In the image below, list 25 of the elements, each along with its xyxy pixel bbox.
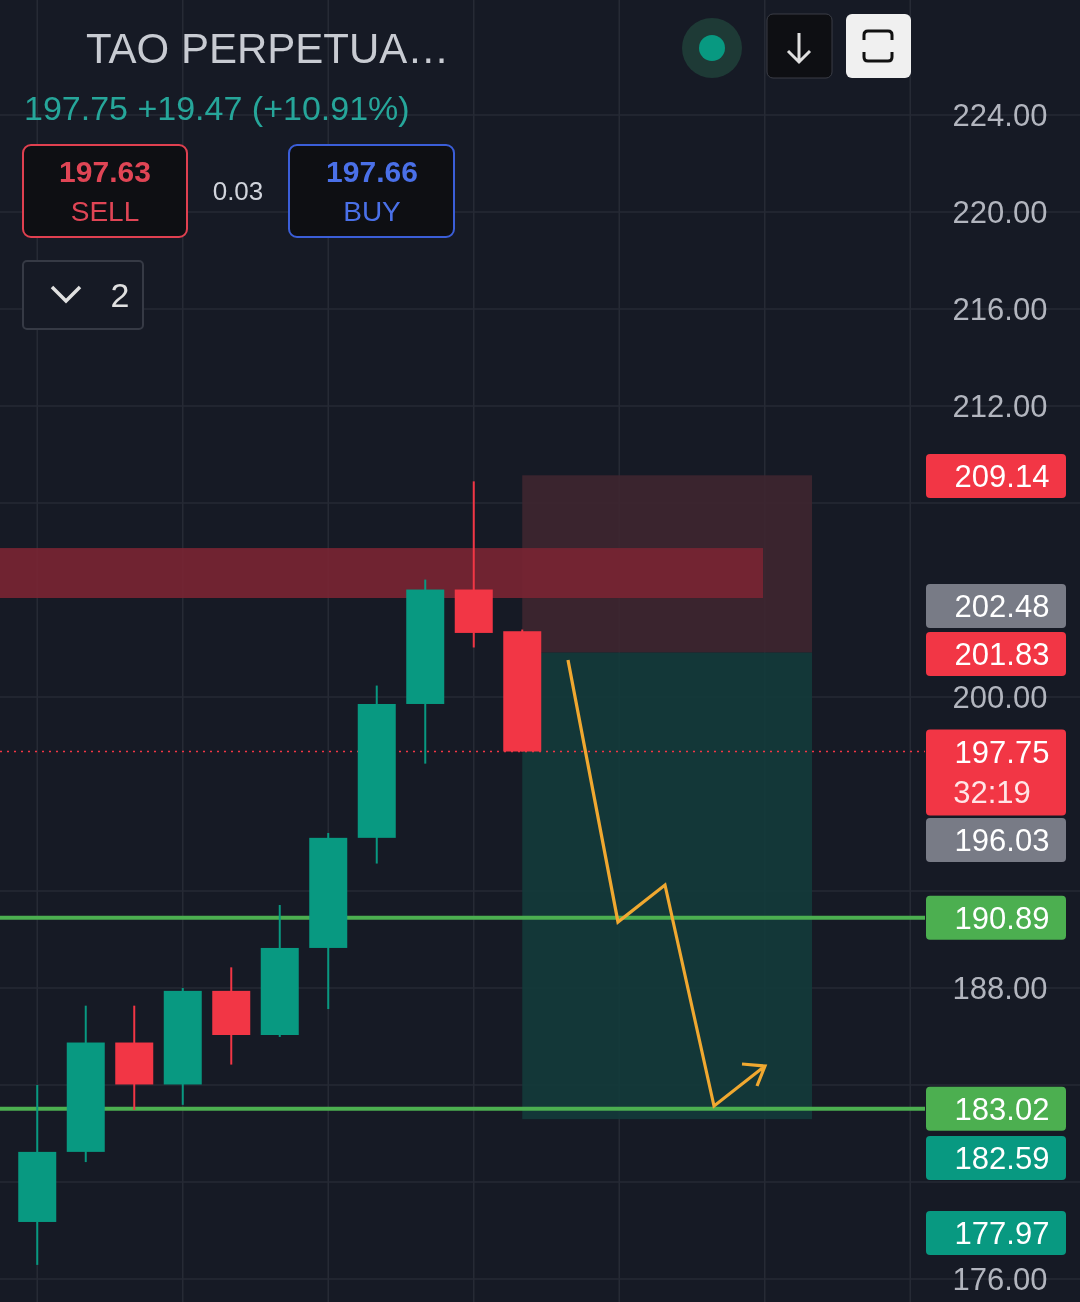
ref-line-label: 197.75 (954, 734, 1050, 770)
annotation: 0.03 (212, 176, 264, 207)
text: 201.83 (954, 637, 1050, 673)
y-tick-label: 216.00 (952, 292, 1048, 328)
text: 32:19 (953, 774, 1031, 810)
annotation: BUY (343, 196, 402, 228)
text: 177.97 (954, 1216, 1050, 1252)
annotation: 197.66 (326, 154, 418, 188)
text: 197.75 +19.47 (+10.91%) (24, 89, 410, 128)
annotation: 2 (110, 276, 130, 315)
text: TAO PERPETUA… (86, 25, 450, 73)
ref-line-label: 190.89 (954, 901, 1050, 937)
y-tick-label: 200.00 (952, 680, 1048, 716)
annotation: 197.63 (59, 154, 151, 188)
y-tick-label: 212.00 (952, 389, 1048, 425)
text: 196.03 (954, 823, 1050, 859)
annotation: SELL (70, 196, 140, 228)
y-tick-label: 176.00 (952, 1262, 1048, 1298)
text: 209.14 (954, 459, 1050, 495)
text: 182.59 (954, 1141, 1050, 1177)
y-tick-label: 224.00 (952, 98, 1048, 134)
text: 202.48 (954, 589, 1050, 625)
ref-line-label: 183.02 (954, 1091, 1050, 1127)
y-tick-label: 188.00 (952, 971, 1048, 1007)
y-tick-label: 220.00 (952, 195, 1048, 231)
